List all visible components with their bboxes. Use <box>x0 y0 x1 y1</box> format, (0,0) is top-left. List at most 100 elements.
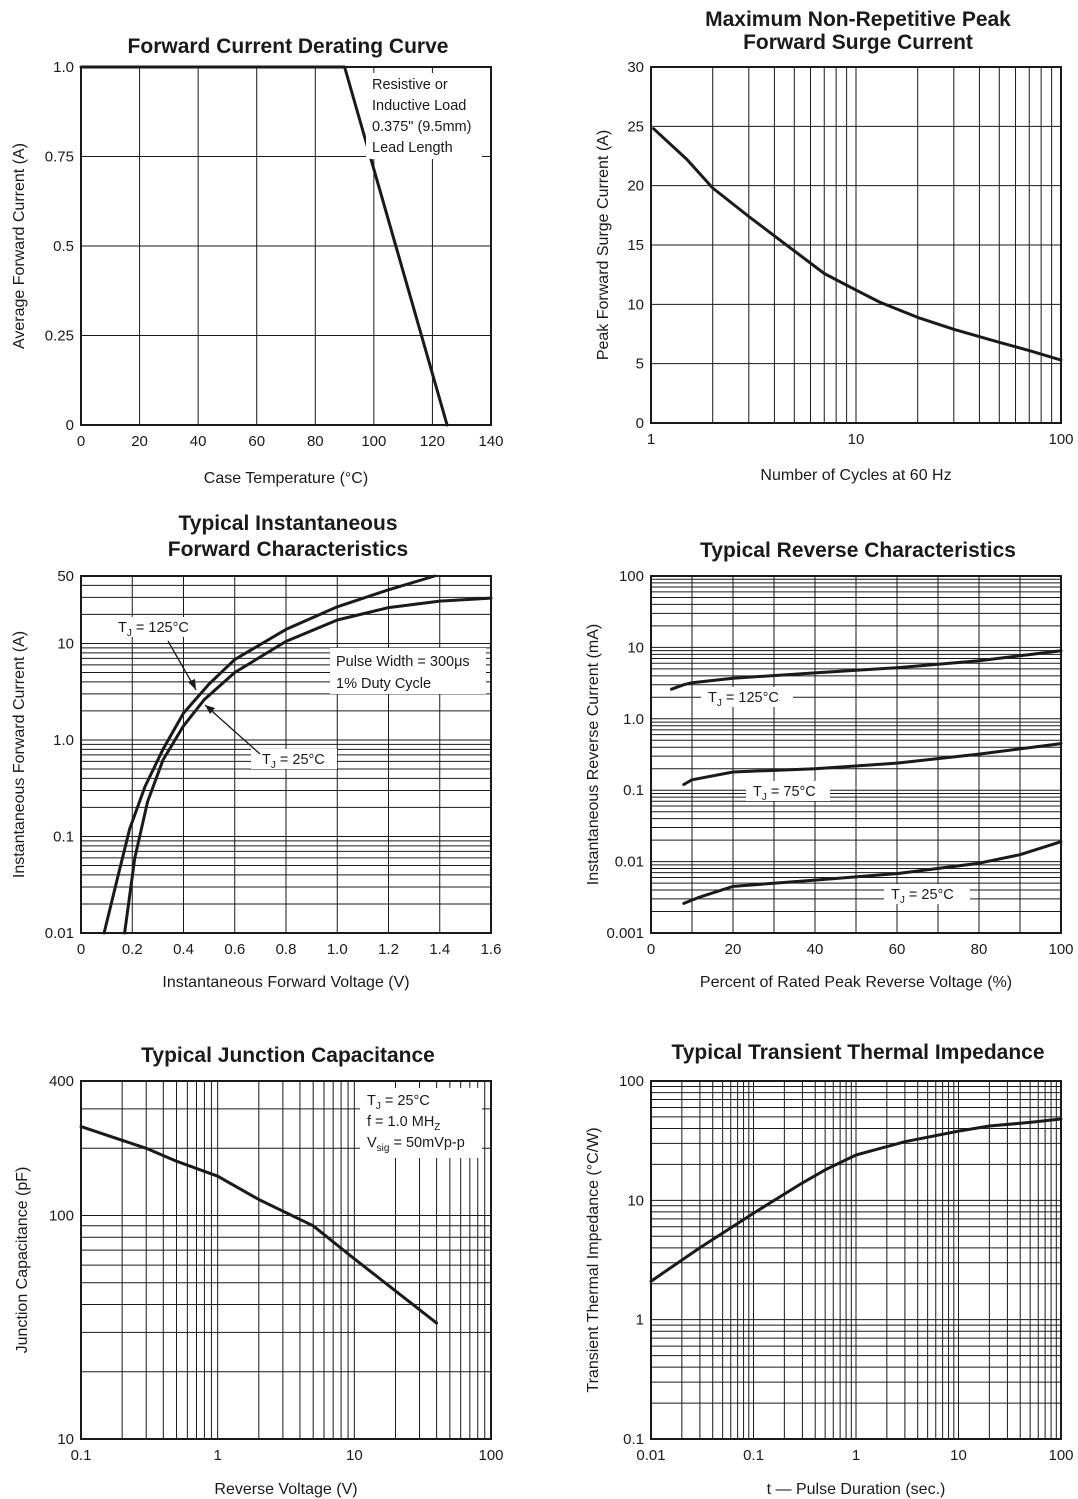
x-tick-label: 1.2 <box>378 941 399 958</box>
x-tick-label: 20 <box>131 433 148 450</box>
leader-arrow-25c <box>205 705 215 714</box>
chart-title: Forward Characteristics <box>168 538 408 561</box>
series-line-1 <box>649 1117 1063 1283</box>
x-tick-label: 140 <box>478 433 503 450</box>
leader-line-25c <box>204 704 261 755</box>
x-tick-label: 0 <box>77 433 85 450</box>
y-axis-label: Peak Forward Surge Current (A) <box>595 130 612 360</box>
y-tick-label: 10 <box>627 296 644 313</box>
series-label-125c: TJ = 125°C <box>118 620 189 639</box>
x-tick-label: 1.6 <box>481 941 502 958</box>
chart-title: Typical Junction Capacitance <box>141 1044 435 1067</box>
chart-title: Forward Surge Current <box>743 31 973 54</box>
y-tick-label: 0.01 <box>45 925 74 942</box>
x-tick-label: 1 <box>647 431 655 448</box>
condition-note: TJ = 25°C <box>367 1093 430 1112</box>
y-tick-label: 25 <box>627 118 644 135</box>
y-axis-label: Average Forward Current (A) <box>11 143 28 349</box>
plot-frame <box>650 1080 1062 1440</box>
x-tick-label: 10 <box>950 1447 967 1464</box>
y-tick-label: 1.0 <box>53 59 74 76</box>
chart-3: Typical Instantaneous Forward Characteris… <box>11 512 501 991</box>
y-axis-label: Instantaneous Reverse Current (mA) <box>585 624 602 885</box>
series-group <box>79 65 449 427</box>
x-tick-label: 60 <box>889 941 906 958</box>
load-note: Resistive or <box>372 77 448 93</box>
y-tick-label: 0.5 <box>53 238 74 255</box>
series-line-2 <box>123 596 493 935</box>
chart-4: Typical Reverse Characteristics 0 20 40 60 80… <box>585 539 1074 991</box>
plot-frame <box>650 575 1062 934</box>
y-tick-label: 15 <box>627 237 644 254</box>
label-background <box>110 617 200 637</box>
chart-title: Typical Instantaneous <box>179 512 398 535</box>
chart-title: Typical Transient Thermal Impedance <box>671 1041 1044 1064</box>
chart-title: Forward Current Derating Curve <box>128 35 449 58</box>
series-line-3 <box>682 840 1063 905</box>
series-group <box>652 127 1063 362</box>
x-tick-label: 80 <box>307 433 324 450</box>
condition-note: f = 1.0 MHZ <box>367 1114 440 1133</box>
load-note: Inductive Load <box>372 98 466 114</box>
y-tick-label: 50 <box>57 568 74 585</box>
grid-lines <box>651 67 1061 423</box>
series-label-25c: TJ = 25°C <box>891 887 954 906</box>
x-axis-label: t — Pulse Duration (sec.) <box>767 1481 946 1498</box>
x-tick-label: 1 <box>852 1447 860 1464</box>
y-tick-label: 0.25 <box>45 328 74 345</box>
x-tick-label: 40 <box>190 433 207 450</box>
grid-lines <box>651 1081 1061 1439</box>
y-tick-label: 0 <box>66 417 74 434</box>
chart-5: Typical Junction Capacitance 0.1 1 10 100 10 1… <box>14 1044 504 1498</box>
note-background <box>360 1088 482 1158</box>
y-tick-label: 20 <box>627 178 644 195</box>
y-tick-label: 0.1 <box>623 1431 644 1448</box>
y-tick-label: 10 <box>57 1431 74 1448</box>
series-line-1 <box>652 127 1063 362</box>
x-axis-label: Instantaneous Forward Voltage (V) <box>162 974 409 991</box>
x-tick-label: 0.8 <box>276 941 297 958</box>
grid-lines <box>651 576 1061 933</box>
x-tick-label: 1.4 <box>429 941 450 958</box>
y-tick-label: 0.1 <box>623 782 644 799</box>
leader-arrow-125c <box>188 679 196 690</box>
series-line-1 <box>102 574 437 935</box>
x-axis-label: Reverse Voltage (V) <box>214 1481 357 1498</box>
x-tick-label: 20 <box>725 941 742 958</box>
series-line-1 <box>79 1125 439 1325</box>
y-tick-label: 1.0 <box>53 732 74 749</box>
note-background <box>330 648 486 694</box>
x-tick-label: 120 <box>420 433 445 450</box>
y-tick-label: 100 <box>619 568 644 585</box>
plot-frame <box>80 575 492 934</box>
y-tick-label: 0.001 <box>606 925 644 942</box>
x-tick-label: 60 <box>248 433 265 450</box>
label-background <box>251 749 337 769</box>
y-tick-label: 0.01 <box>615 854 644 871</box>
x-tick-label: 10 <box>346 1447 363 1464</box>
y-axis-label: Transient Thermal Impedance (°C/W) <box>585 1127 602 1392</box>
series-group <box>670 649 1063 905</box>
y-tick-label: 1.0 <box>623 711 644 728</box>
x-tick-label: 100 <box>1048 1447 1073 1464</box>
x-tick-label: 0 <box>647 941 655 958</box>
chart-6: Typical Transient Thermal Impedance 0.01 0… <box>585 1041 1074 1498</box>
x-tick-label: 1.0 <box>327 941 348 958</box>
x-tick-label: 0.4 <box>173 941 194 958</box>
load-note: 0.375" (9.5mm) <box>372 119 471 135</box>
x-tick-label: 100 <box>1048 941 1073 958</box>
y-tick-label: 10 <box>627 1192 644 1209</box>
load-note: Lead Length <box>372 140 453 156</box>
note-background <box>366 73 482 159</box>
chart-title: Typical Reverse Characteristics <box>700 539 1016 562</box>
y-tick-label: 400 <box>49 1073 74 1090</box>
x-tick-label: 0.01 <box>636 1447 665 1464</box>
series-line-2 <box>682 742 1063 786</box>
x-tick-label: 0.1 <box>71 1447 92 1464</box>
x-tick-label: 100 <box>478 1447 503 1464</box>
label-background <box>746 781 830 801</box>
series-line-1 <box>670 649 1063 691</box>
x-tick-label: 10 <box>848 431 865 448</box>
label-background <box>884 884 970 904</box>
